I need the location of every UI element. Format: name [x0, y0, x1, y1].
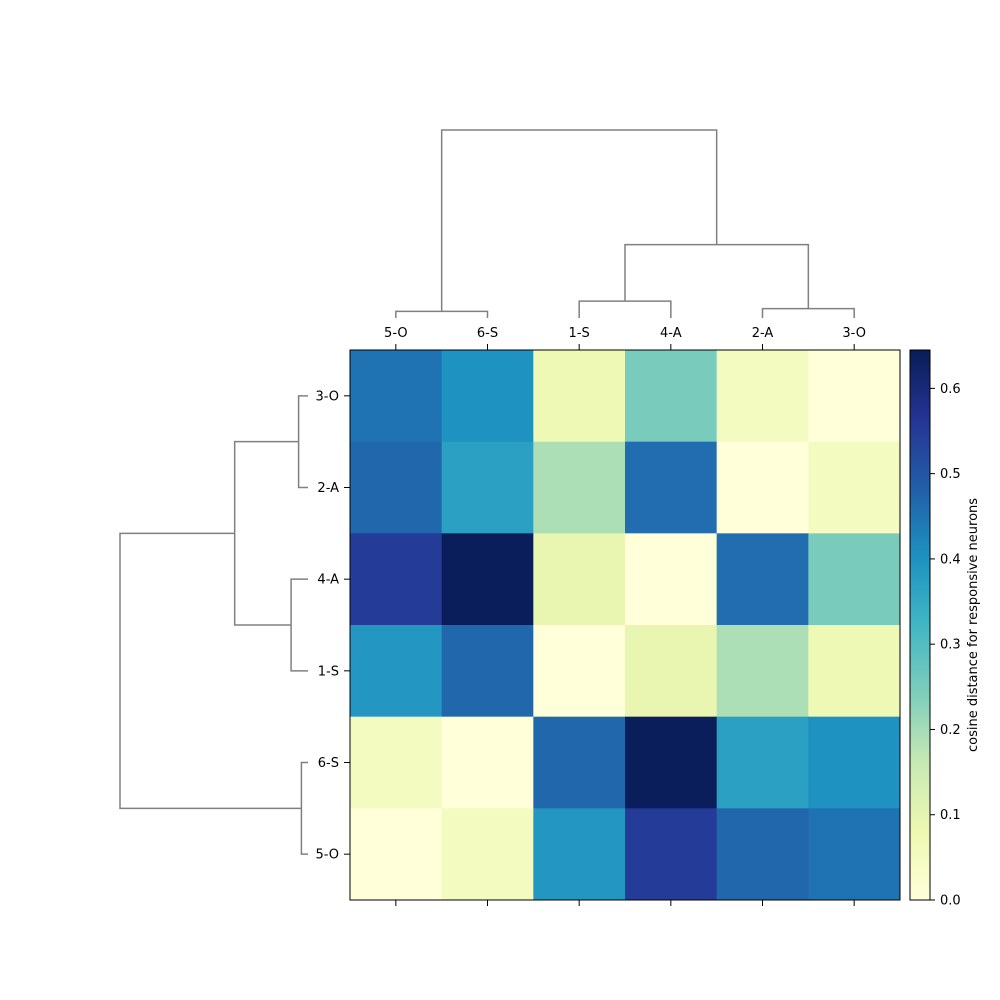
colorbar-ticks: 0.0 0.1 0.2 0.3 0.4 0.5 0.6: [930, 382, 961, 909]
colorbar-tick-label: 0.4: [940, 552, 961, 567]
colorbar-tick-label: 0.0: [940, 894, 961, 909]
row-label: 2-A: [317, 481, 339, 496]
heatmap-cell: [533, 808, 626, 901]
heatmap-cell: [716, 350, 809, 443]
bottom-tick-marks: [395, 900, 855, 906]
heatmap-cell: [716, 441, 809, 534]
column-label: 4-A: [660, 326, 682, 341]
column-labels: 5-O 6-S 1-S 4-A 2-A 3-O: [384, 326, 866, 350]
heatmap-cell: [441, 533, 534, 626]
colorbar-tick-label: 0.3: [940, 638, 961, 653]
column-label: 1-S: [569, 326, 590, 341]
heatmap-cell: [350, 625, 443, 718]
heatmap-cell: [350, 716, 443, 809]
heatmap-cell: [533, 716, 626, 809]
row-label: 3-O: [315, 389, 339, 404]
row-label: 1-S: [318, 664, 339, 679]
heatmap-cell: [625, 625, 718, 718]
row-label: 6-S: [318, 756, 339, 771]
heatmap-cell: [808, 625, 901, 718]
dendrogram-link: [440, 129, 718, 312]
heatmap-cell: [808, 350, 901, 443]
dendrogram-link: [300, 761, 308, 855]
row-label: 4-A: [317, 573, 339, 588]
heatmap-cell: [533, 350, 626, 443]
heatmap-cell: [533, 533, 626, 626]
heatmap-cell: [808, 716, 901, 809]
dendrogram-link: [297, 395, 308, 489]
heatmap-cell: [716, 625, 809, 718]
heatmap-cell: [808, 808, 901, 901]
column-label: 6-S: [477, 326, 498, 341]
heatmap-cell: [350, 808, 443, 901]
heatmap-cell: [441, 625, 534, 718]
heatmap-cell: [625, 533, 718, 626]
colorbar-tick-label: 0.2: [940, 723, 961, 738]
colorbar-label: cosine distance for responsive neurons: [966, 498, 981, 752]
column-label: 3-O: [842, 326, 866, 341]
heatmap-cell: [625, 441, 718, 534]
heatmap-cell: [441, 716, 534, 809]
heatmap-cell: [716, 808, 809, 901]
column-dendrogram: [395, 129, 855, 318]
colorbar-frame: [909, 349, 931, 901]
heatmap-cell: [716, 716, 809, 809]
heatmap-cell: [533, 441, 626, 534]
colorbar-tick-label: 0.5: [940, 467, 961, 482]
dendrogram-link: [395, 310, 489, 318]
heatmap: [350, 350, 901, 901]
heatmap-cell: [350, 533, 443, 626]
dendrogram-link: [233, 440, 299, 626]
heatmap-cell: [808, 533, 901, 626]
row-label: 5-O: [315, 848, 339, 863]
dendrogram-link: [119, 532, 302, 810]
dendrogram-link: [761, 307, 855, 318]
colorbar-gradient: [910, 350, 930, 900]
heatmap-cell: [441, 350, 534, 443]
colorbar: 0.0 0.1 0.2 0.3 0.4 0.5 0.6 cosine distance fo…: [909, 349, 981, 909]
heatmap-cell: [350, 441, 443, 534]
dendrogram-link: [578, 300, 672, 318]
colorbar-tick-label: 0.1: [940, 808, 961, 823]
heatmap-cell: [625, 808, 718, 901]
heatmap-cell: [808, 441, 901, 534]
heatmap-cell: [716, 533, 809, 626]
column-label: 5-O: [384, 326, 408, 341]
heatmap-frame: [349, 349, 901, 901]
heatmap-cell: [441, 808, 534, 901]
heatmap-cell: [533, 625, 626, 718]
heatmap-cell: [441, 441, 534, 534]
dendrogram-link: [290, 578, 308, 672]
colorbar-tick-label: 0.6: [940, 382, 961, 397]
row-dendrogram: [119, 395, 308, 855]
heatmap-cell: [625, 716, 718, 809]
row-labels: 3-O 2-A 4-A 1-S 6-S 5-O: [315, 389, 350, 863]
column-label: 2-A: [752, 326, 774, 341]
heatmap-cell: [350, 350, 443, 443]
dendrogram-link: [624, 243, 810, 309]
heatmap-cell: [625, 350, 718, 443]
